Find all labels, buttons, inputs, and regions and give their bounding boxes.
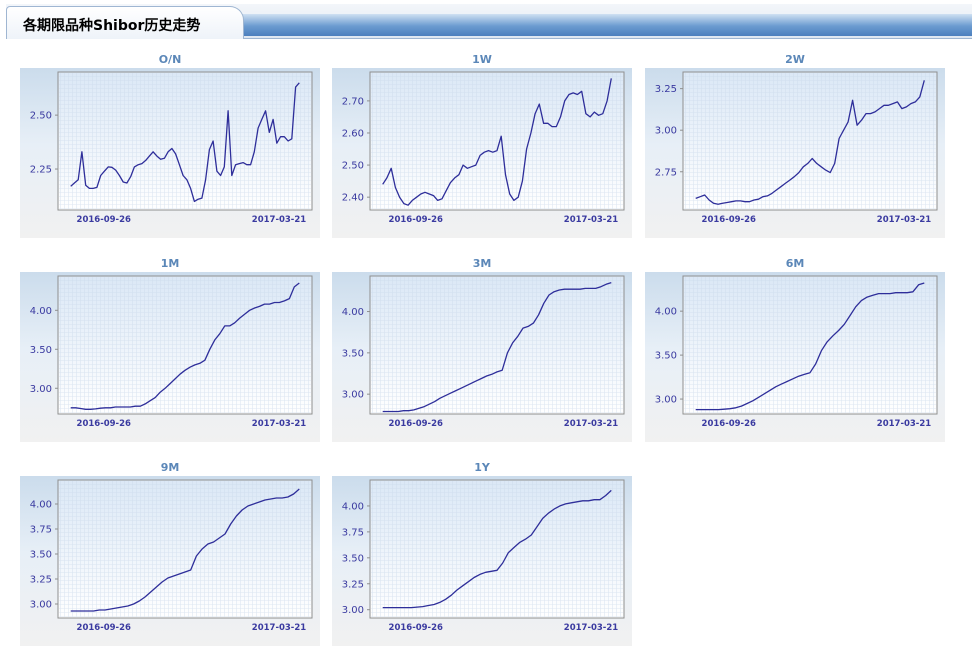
chart-title: O/N xyxy=(158,53,182,66)
line-chart: 3.00 3.50 4.00 2016-09-26 2017-03-21 xyxy=(655,275,938,429)
series-line xyxy=(382,281,612,413)
chart-title: 6M xyxy=(785,257,805,270)
line-chart: 3.00 3.25 3.50 3.75 4.00 2016-09-26 2017-03-21 xyxy=(342,479,625,633)
y-tick-label: 3.00 xyxy=(30,384,52,395)
y-tick-label: 3.25 xyxy=(655,84,677,95)
x-tick-label: 2016-09-26 xyxy=(702,419,756,429)
x-tick-label: 2017-03-21 xyxy=(564,623,618,633)
x-tick-label: 2017-03-21 xyxy=(877,419,931,429)
x-tick-label: 2016-09-26 xyxy=(389,623,443,633)
y-tick-label: 2.50 xyxy=(30,111,52,122)
y-tick-label: 3.50 xyxy=(342,553,364,564)
header-strip xyxy=(226,14,972,36)
y-tick-label: 4.00 xyxy=(655,307,677,318)
y-tick-label: 4.00 xyxy=(342,501,364,512)
y-tick-label: 3.50 xyxy=(30,550,52,561)
x-tick-label: 2016-09-26 xyxy=(77,623,131,633)
page-header: 各期限品种Shibor历史走势 xyxy=(6,4,972,39)
y-tick-label: 3.50 xyxy=(342,348,364,359)
chart-panel: 6M 3.00 3.50 4.00 2016-09-26 2017-03-21 xyxy=(645,257,945,442)
chart-panel: 2W 2.75 3.00 3.25 2016-09-26 2017-03-21 xyxy=(645,53,945,238)
series-line xyxy=(70,282,300,410)
chart-title: 2W xyxy=(785,53,805,66)
chart-title: 1Y xyxy=(474,461,490,474)
y-tick-label: 3.00 xyxy=(655,126,677,137)
x-tick-label: 2016-09-26 xyxy=(77,419,131,429)
line-chart: 3.00 3.50 4.00 2016-09-26 2017-03-21 xyxy=(30,275,313,429)
y-tick-label: 2.70 xyxy=(342,96,364,107)
y-tick-label: 2.40 xyxy=(342,193,364,204)
chart-title: 1M xyxy=(160,257,180,270)
chart-panel: 1M 3.00 3.50 4.00 2016-09-26 2017-03-21 xyxy=(20,257,320,442)
x-tick-label: 2016-09-26 xyxy=(389,215,443,225)
x-tick-label: 2017-03-21 xyxy=(252,623,306,633)
line-chart: 2.25 2.50 2016-09-26 2017-03-21 xyxy=(30,71,313,225)
y-tick-label: 3.75 xyxy=(30,525,52,536)
grid xyxy=(371,73,623,209)
x-tick-label: 2017-03-21 xyxy=(252,215,306,225)
grid xyxy=(371,481,623,617)
chart-panel: 9M 3.00 3.25 3.50 3.75 4.00 2016-09-26 2017-03-… xyxy=(20,461,320,646)
y-tick-label: 3.00 xyxy=(30,600,52,611)
y-tick-label: 3.25 xyxy=(30,575,52,586)
y-tick-label: 2.50 xyxy=(342,161,364,172)
line-chart: 3.00 3.50 4.00 2016-09-26 2017-03-21 xyxy=(342,275,625,429)
x-tick-label: 2017-03-21 xyxy=(252,419,306,429)
y-tick-label: 3.25 xyxy=(342,579,364,590)
series-line xyxy=(382,78,612,206)
y-tick-label: 3.00 xyxy=(342,390,364,401)
x-tick-label: 2016-09-26 xyxy=(702,215,756,225)
y-tick-label: 4.00 xyxy=(30,306,52,317)
line-chart: 3.00 3.25 3.50 3.75 4.00 2016-09-26 2017-03-21 xyxy=(30,479,313,633)
y-tick-label: 2.75 xyxy=(655,167,677,178)
header-tab: 各期限品种Shibor历史走势 xyxy=(6,6,244,39)
y-tick-label: 2.60 xyxy=(342,128,364,139)
x-tick-label: 2017-03-21 xyxy=(564,419,618,429)
series-line xyxy=(70,82,300,203)
grid xyxy=(684,277,936,413)
y-tick-label: 3.00 xyxy=(342,605,364,616)
x-tick-label: 2017-03-21 xyxy=(564,215,618,225)
chart-panel: 1W 2.40 2.50 2.60 2.70 2016-09-26 2017-03-21 xyxy=(332,53,632,238)
y-tick-label: 3.50 xyxy=(655,351,677,362)
y-tick-label: 4.00 xyxy=(342,307,364,318)
y-tick-label: 3.75 xyxy=(342,527,364,538)
y-tick-label: 3.00 xyxy=(655,395,677,406)
line-chart: 2.40 2.50 2.60 2.70 2016-09-26 2017-03-21 xyxy=(342,71,625,225)
chart-panel: 3M 3.00 3.50 4.00 2016-09-26 2017-03-21 xyxy=(332,257,632,442)
chart-panel: O/N 2.25 2.50 2016-09-26 2017-03-21 xyxy=(20,53,320,238)
x-tick-label: 2016-09-26 xyxy=(389,419,443,429)
grid xyxy=(684,73,936,209)
chart-title: 1W xyxy=(472,53,492,66)
series-line xyxy=(382,489,612,609)
chart-title: 3M xyxy=(472,257,492,270)
y-tick-label: 3.50 xyxy=(30,345,52,356)
chart-title: 9M xyxy=(160,461,180,474)
series-line xyxy=(70,488,300,612)
page-title: 各期限品种Shibor历史走势 xyxy=(23,18,201,34)
x-tick-label: 2016-09-26 xyxy=(77,215,131,225)
x-tick-label: 2017-03-21 xyxy=(877,215,931,225)
grid xyxy=(59,73,311,209)
y-tick-label: 2.25 xyxy=(30,165,52,176)
series-line xyxy=(695,80,925,205)
chart-panel: 1Y 3.00 3.25 3.50 3.75 4.00 2016-09-26 2017-03-… xyxy=(332,461,632,646)
grid xyxy=(59,481,311,617)
series-line xyxy=(695,282,925,411)
grid xyxy=(59,277,311,413)
line-chart: 2.75 3.00 3.25 2016-09-26 2017-03-21 xyxy=(655,71,938,225)
grid xyxy=(371,277,623,413)
y-tick-label: 4.00 xyxy=(30,500,52,511)
